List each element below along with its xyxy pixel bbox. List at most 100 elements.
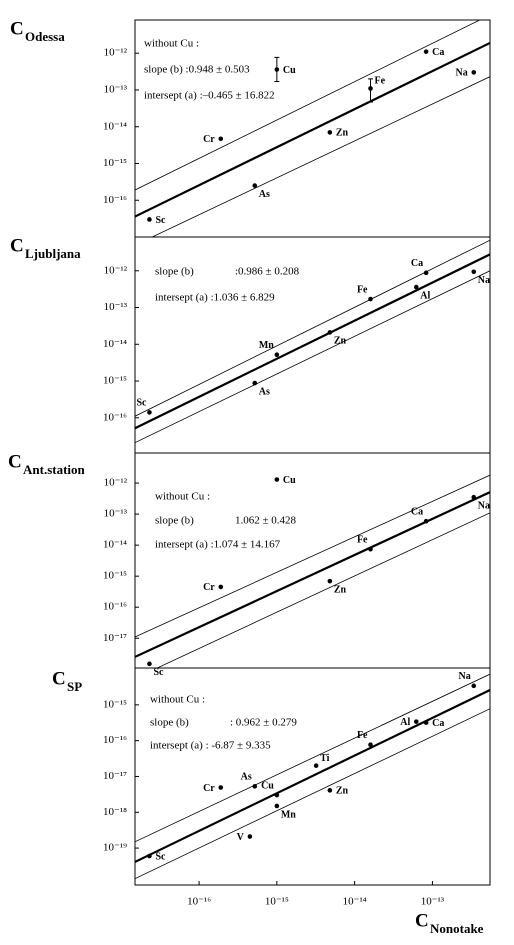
point bbox=[252, 183, 258, 188]
fit-line bbox=[135, 708, 490, 880]
y-tick-label: 10⁻¹⁶ bbox=[103, 411, 127, 423]
y-axis-label-sub: Odessa bbox=[25, 29, 65, 44]
point-label: Mn bbox=[281, 809, 296, 820]
y-axis-label: C bbox=[52, 668, 66, 689]
annotation: slope (b) bbox=[155, 515, 194, 527]
fit-lines bbox=[135, 673, 490, 880]
point-label: Fe bbox=[357, 534, 368, 545]
fit-line bbox=[135, 673, 490, 843]
y-tick-label: 10⁻¹⁵ bbox=[103, 698, 127, 710]
point bbox=[423, 270, 429, 276]
point bbox=[368, 546, 373, 552]
annotation: : 0.962 ± 0.279 bbox=[230, 717, 297, 729]
point-label: Cr bbox=[203, 582, 215, 593]
point-label: Cu bbox=[261, 780, 274, 791]
point bbox=[218, 136, 224, 142]
point-label: V bbox=[237, 832, 245, 843]
point bbox=[274, 67, 280, 72]
annotation: intersept (a) :1.074 ± 14.167 bbox=[155, 539, 281, 551]
y-tick-label: 10⁻¹⁶ bbox=[103, 194, 127, 206]
fit-line bbox=[135, 239, 490, 417]
point bbox=[147, 661, 152, 667]
point-label: Zn bbox=[336, 128, 349, 139]
point bbox=[252, 784, 258, 789]
y-tick-label: 10⁻¹⁵ bbox=[103, 157, 127, 169]
point-label: Zn bbox=[334, 584, 347, 595]
panel: C Ant.station 10⁻¹² 10⁻¹³ 10⁻¹⁴ 10⁻¹⁵ 10⁻¹⁶ 10⁻… bbox=[8, 451, 491, 678]
point-label: Na bbox=[478, 501, 490, 512]
annotation: intersept (a) :1.036 ± 6.829 bbox=[155, 292, 275, 304]
point-label: Ca bbox=[432, 718, 444, 729]
y-axis-label: C bbox=[10, 18, 24, 39]
point bbox=[471, 70, 477, 75]
fit-line bbox=[135, 491, 490, 658]
annotation: 1.062 ± 0.428 bbox=[235, 515, 297, 527]
annotation: without Cu : bbox=[155, 491, 210, 503]
y-tick-label: 10⁻¹³ bbox=[104, 508, 128, 520]
y-tick-label: 10⁻¹⁴ bbox=[103, 539, 127, 551]
point bbox=[147, 217, 152, 222]
annotation: slope (b) :0.948 ± 0.503 bbox=[144, 64, 250, 76]
y-tick-label: 10⁻¹⁷ bbox=[103, 770, 127, 782]
point bbox=[423, 518, 429, 524]
point-label: As bbox=[241, 772, 252, 783]
point bbox=[368, 742, 373, 748]
y-tick-label: 10⁻¹⁴ bbox=[103, 120, 127, 132]
fit-lines bbox=[135, 474, 490, 668]
point bbox=[147, 853, 152, 859]
y-tick-label: 10⁻¹² bbox=[104, 477, 128, 489]
point bbox=[471, 494, 477, 500]
point-label: Zn bbox=[334, 336, 347, 347]
annotation: slope (b) bbox=[155, 266, 194, 278]
point-label: As bbox=[259, 386, 270, 397]
point bbox=[413, 719, 419, 724]
y-tick-label: 10⁻¹³ bbox=[104, 301, 128, 313]
plot-frame bbox=[134, 452, 491, 669]
y-axis-label: C bbox=[10, 235, 24, 256]
point-label: Fe bbox=[357, 730, 368, 741]
y-axis-label: C bbox=[8, 451, 22, 472]
fit-line bbox=[135, 474, 490, 638]
y-tick-label: 10⁻¹⁹ bbox=[103, 842, 127, 854]
x-tick-label: 10⁻¹³ bbox=[421, 896, 445, 908]
fit-lines bbox=[135, 239, 490, 444]
point-label: Cu bbox=[283, 65, 296, 76]
point-label: Cu bbox=[283, 475, 296, 486]
y-tick-label: 10⁻¹⁵ bbox=[103, 375, 127, 387]
point-label: Ca bbox=[411, 258, 423, 269]
point-label: Na bbox=[478, 275, 490, 286]
point bbox=[247, 834, 253, 839]
annotation: slope (b) bbox=[150, 717, 189, 729]
point-label: Zn bbox=[336, 786, 349, 797]
panel: C Odessa 10⁻¹² 10⁻¹³ 10⁻¹⁴ 10⁻¹⁵ 10⁻¹⁶ without … bbox=[10, 18, 491, 238]
y-tick-label: 10⁻¹⁶ bbox=[103, 734, 127, 746]
point-label: Al bbox=[400, 717, 410, 728]
x-axis-label: C bbox=[415, 910, 429, 931]
point bbox=[313, 763, 319, 768]
point bbox=[327, 788, 333, 793]
point-label: Mn bbox=[259, 340, 274, 351]
y-tick-label: 10⁻¹² bbox=[104, 264, 128, 276]
point-label: Sc bbox=[155, 851, 166, 862]
y-tick-label: 10⁻¹⁵ bbox=[103, 570, 127, 582]
point-label: Sc bbox=[155, 215, 166, 226]
y-axis-label-sub: Ant.station bbox=[23, 462, 86, 477]
annotation: without Cu : bbox=[150, 694, 205, 706]
y-tick-label: 10⁻¹⁷ bbox=[103, 632, 127, 644]
y-tick-label: 10⁻¹⁸ bbox=[103, 806, 127, 818]
fit-line bbox=[135, 270, 490, 444]
fit-line bbox=[135, 20, 481, 191]
annotation: :0.986 ± 0.208 bbox=[235, 266, 300, 278]
y-tick-label: 10⁻¹³ bbox=[104, 83, 128, 95]
fit-lines bbox=[135, 20, 490, 237]
point bbox=[274, 803, 280, 809]
point-label: Sc bbox=[136, 398, 147, 409]
point-label: Na bbox=[459, 671, 471, 682]
point bbox=[423, 720, 429, 725]
annotation: intersept (a) :–0.465 ± 16.822 bbox=[144, 90, 275, 102]
point bbox=[327, 330, 333, 335]
annotation: without Cu : bbox=[144, 38, 199, 50]
point bbox=[274, 792, 280, 798]
